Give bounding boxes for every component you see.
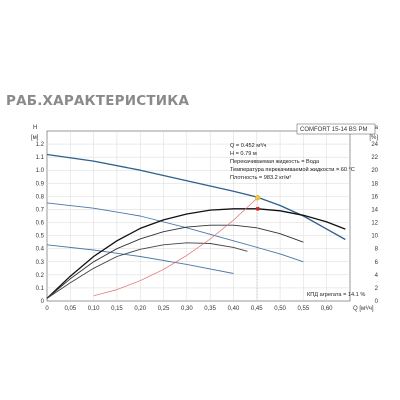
series-head-max bbox=[46, 153, 346, 241]
efficiency-point-marker bbox=[255, 206, 260, 211]
y-right-tick-label: 2 bbox=[375, 286, 379, 292]
model-label-box bbox=[296, 123, 376, 135]
series-head-mid bbox=[46, 202, 304, 263]
y-right-axis-unit: [%] bbox=[369, 135, 378, 141]
y-left-tick-label: 1.0 bbox=[36, 168, 45, 174]
x-axis-unit: Q [м³/ч] bbox=[353, 306, 374, 312]
series-efficiency-mid bbox=[46, 224, 304, 299]
x-tick-label: 0,50 bbox=[274, 306, 286, 312]
y-left-tick-label: 0.5 bbox=[36, 234, 45, 240]
y-right-tick-label: 10 bbox=[371, 234, 378, 240]
y-right-tick-label: 18 bbox=[371, 181, 378, 187]
y-left-tick-label: 0.2 bbox=[36, 273, 45, 279]
y-left-tick-label: 0.6 bbox=[36, 221, 45, 227]
x-tick-label: 0,25 bbox=[158, 306, 170, 312]
y-left-tick-label: 0.3 bbox=[36, 260, 45, 266]
y-left-tick-label: 0.1 bbox=[36, 286, 45, 292]
model-label: COMFORT 15-14 BS PM bbox=[300, 127, 367, 133]
y-right-tick-label: 0 bbox=[375, 299, 379, 305]
series-system-curve bbox=[93, 197, 258, 297]
y-right-tick-label: 16 bbox=[371, 194, 378, 200]
y-left-tick-label: 1.2 bbox=[36, 142, 45, 148]
x-tick-label: 0,20 bbox=[134, 306, 146, 312]
operating-point-annotation-line: Плотность = 983.2 кг/м³ bbox=[230, 175, 291, 181]
y-right-tick-label: 4 bbox=[375, 273, 379, 279]
operating-point-annotation-line: Q = 0.452 м³/ч bbox=[230, 143, 267, 149]
x-tick-label: 0,10 bbox=[88, 306, 100, 312]
y-right-tick-label: 22 bbox=[371, 155, 378, 161]
x-tick-label: 0,15 bbox=[111, 306, 123, 312]
y-right-tick-label: 14 bbox=[371, 207, 378, 213]
y-left-axis-label: H bbox=[33, 125, 37, 131]
series-efficiency-low bbox=[46, 242, 248, 299]
plot-frame bbox=[46, 130, 351, 302]
operating-point-annotation-line: Перекачиваемая жидкость = Вода bbox=[230, 159, 320, 165]
y-right-tick-label: 20 bbox=[371, 168, 378, 174]
y-left-tick-label: 1.1 bbox=[36, 155, 45, 161]
y-left-tick-label: 0 bbox=[41, 299, 45, 305]
x-tick-label: 0,40 bbox=[228, 306, 240, 312]
series-efficiency-max bbox=[46, 208, 346, 299]
x-tick-label: 0,60 bbox=[321, 306, 333, 312]
x-tick-label: 0 bbox=[45, 306, 49, 312]
y-right-tick-label: 8 bbox=[375, 247, 379, 253]
y-right-tick-label: 24 bbox=[371, 142, 378, 148]
page-title: РАБ.ХАРАКТЕРИСТИКА bbox=[6, 93, 190, 109]
y-right-tick-label: 6 bbox=[375, 260, 379, 266]
y-left-tick-label: 0.4 bbox=[36, 247, 45, 253]
operating-point-annotation-line: Температура перекачиваемой жидкости = 60… bbox=[230, 166, 355, 173]
y-right-tick-label: 12 bbox=[371, 221, 378, 227]
x-tick-label: 0,30 bbox=[181, 306, 193, 312]
x-tick-label: 0,35 bbox=[204, 306, 216, 312]
operating-point-annotation-line: H = 0.79 м bbox=[230, 151, 257, 157]
x-tick-label: 0,45 bbox=[251, 306, 263, 312]
y-left-axis-unit: [м] bbox=[31, 135, 39, 141]
y-left-tick-label: 0.9 bbox=[36, 181, 45, 187]
x-tick-label: 0,05 bbox=[64, 306, 76, 312]
efficiency-text: КПД агрегата = 14.1 % bbox=[307, 292, 365, 298]
y-left-tick-label: 0.7 bbox=[36, 207, 45, 213]
x-tick-label: 0,55 bbox=[298, 306, 310, 312]
series-head-low bbox=[46, 244, 234, 274]
y-left-tick-label: 0.8 bbox=[36, 194, 45, 200]
